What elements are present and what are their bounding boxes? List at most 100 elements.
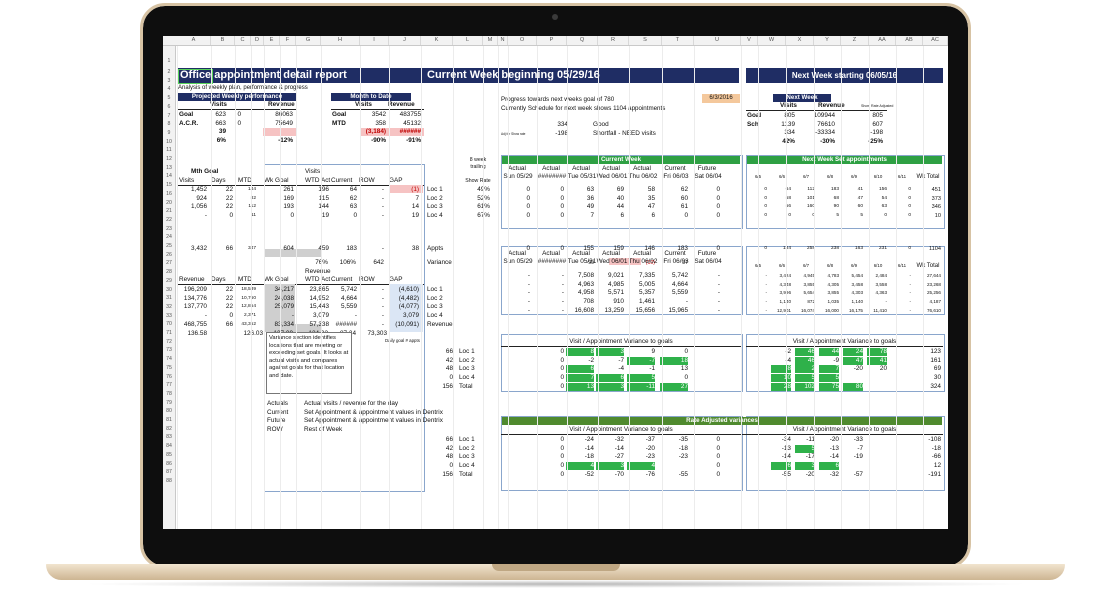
row-header[interactable]: 80 — [166, 408, 172, 415]
column-header[interactable]: AA — [869, 36, 896, 45]
row-header[interactable]: 5 — [167, 95, 171, 102]
column-header[interactable]: AC — [923, 36, 948, 45]
row-header[interactable]: 20 — [166, 199, 172, 206]
column-header[interactable]: O — [508, 36, 537, 45]
row-header[interactable]: 10 — [166, 138, 172, 145]
rate-goal-loc: Loc 3 — [459, 453, 475, 461]
ns-rev-cell: 3,424 — [771, 272, 792, 280]
row-header[interactable]: 2 — [167, 69, 171, 75]
row-header[interactable]: 14 — [166, 173, 172, 180]
rate-adj-cell: -14 — [584, 444, 594, 452]
visits-word: Visits — [305, 168, 321, 175]
visits-pct-a: 76% — [303, 259, 328, 267]
row-header[interactable]: 8 — [167, 121, 171, 128]
column-header[interactable]: D — [251, 36, 264, 45]
column-header[interactable]: Z — [841, 36, 869, 45]
cw-visit-cell: 63 — [586, 186, 594, 193]
column-header[interactable]: N — [498, 36, 508, 45]
row-header[interactable]: 6 — [167, 103, 171, 110]
column-header[interactable]: T — [662, 36, 694, 45]
row-header[interactable]: 11 — [166, 147, 172, 154]
row-header[interactable]: 23 — [166, 225, 172, 232]
cw-day-kind: Actual — [572, 165, 590, 172]
visits-pct-b: 106% — [339, 259, 356, 266]
column-header[interactable]: X — [786, 36, 814, 45]
row-header[interactable]: 21 — [166, 208, 172, 215]
row-header[interactable]: 70 — [166, 321, 172, 328]
row-header[interactable]: 27 — [166, 260, 172, 267]
row-header[interactable]: 1 — [167, 58, 171, 64]
row-header[interactable]: 26 — [166, 251, 172, 258]
row-header[interactable]: 71 — [166, 330, 172, 336]
column-header[interactable]: L — [453, 36, 483, 45]
variance-next-cell: 102 — [795, 382, 815, 391]
row-header[interactable]: 81 — [166, 417, 172, 423]
row-header[interactable]: 72 — [166, 338, 172, 345]
row-header[interactable]: 87 — [166, 469, 172, 476]
row-header[interactable]: 16 — [166, 190, 172, 197]
column-header[interactable]: Q — [567, 36, 598, 45]
ns-rev-cell: - — [765, 307, 767, 313]
row-header[interactable]: 13 — [166, 164, 172, 171]
row-header[interactable]: 73 — [166, 347, 172, 354]
column-header[interactable]: E — [264, 36, 280, 45]
row-header[interactable]: 4 — [167, 86, 171, 93]
row-header[interactable]: 29 — [166, 277, 172, 284]
column-header[interactable]: B — [211, 36, 235, 45]
column-header[interactable]: G — [296, 36, 321, 45]
legend-key: ROW — [267, 426, 283, 434]
row-header[interactable]: 7 — [167, 112, 171, 119]
column-header[interactable]: P — [537, 36, 567, 45]
column-header[interactable]: F — [280, 36, 296, 45]
row-header[interactable]: 15 — [166, 182, 172, 189]
row-header[interactable]: 75 — [166, 364, 172, 371]
row-header[interactable]: 3 — [167, 77, 171, 84]
column-header[interactable]: R — [598, 36, 629, 45]
row-header[interactable]: 32 — [166, 303, 172, 310]
column-header[interactable]: M — [483, 36, 498, 45]
column-header[interactable]: Y — [814, 36, 841, 45]
row-header[interactable]: 25 — [166, 243, 172, 249]
column-header[interactable]: W — [758, 36, 786, 45]
row-header[interactable]: 88 — [166, 477, 172, 484]
column-header[interactable]: J — [389, 36, 421, 45]
row-header[interactable]: 24 — [166, 234, 172, 241]
row-header[interactable]: 12 — [166, 156, 172, 162]
rate-adj-next-cell: -13 — [771, 445, 791, 453]
revenue-loc: Loc 3 — [427, 303, 443, 311]
row-header[interactable]: 31 — [166, 295, 172, 302]
variance-next-cell: 5 — [795, 374, 815, 383]
row-header[interactable]: 9 — [167, 129, 171, 136]
column-header[interactable]: U — [694, 36, 741, 45]
row-header[interactable]: 22 — [166, 216, 172, 223]
column-header[interactable]: AB — [896, 36, 923, 45]
row-header[interactable]: 76 — [166, 373, 172, 380]
row-header[interactable]: 82 — [166, 425, 172, 432]
column-header[interactable]: I — [360, 36, 389, 45]
column-header[interactable]: A — [177, 36, 211, 45]
cw-rev-cell: - — [527, 306, 530, 314]
column-header[interactable]: C — [235, 36, 251, 45]
row-header[interactable]: 28 — [166, 269, 172, 276]
row-header[interactable]: 74 — [166, 356, 172, 363]
column-header[interactable]: V — [741, 36, 758, 45]
ns-rev-cell: 4,187 — [929, 299, 942, 305]
row-header[interactable]: 33 — [166, 312, 172, 319]
variance-cell: 3 — [596, 348, 624, 356]
next-row-label: Sch — [747, 120, 759, 128]
ns-rev-cell: - — [909, 273, 911, 278]
column-header[interactable]: K — [421, 36, 453, 45]
row-header[interactable]: 86 — [166, 460, 172, 467]
row-header[interactable]: 78 — [166, 390, 172, 397]
ns-day-header: 6/6 — [778, 174, 786, 179]
row-header[interactable]: 85 — [166, 451, 172, 458]
column-header[interactable]: S — [629, 36, 662, 45]
row-header[interactable]: 30 — [166, 286, 172, 293]
column-header[interactable]: H — [321, 36, 360, 45]
row-header[interactable]: 77 — [166, 382, 172, 389]
rate-adjusted-header: Rate Adjusted variances — [502, 417, 942, 425]
selected-cell[interactable] — [178, 69, 213, 84]
row-header[interactable]: 83 — [166, 434, 172, 441]
row-header[interactable]: 84 — [166, 443, 172, 450]
row-header[interactable]: 79 — [166, 399, 172, 406]
